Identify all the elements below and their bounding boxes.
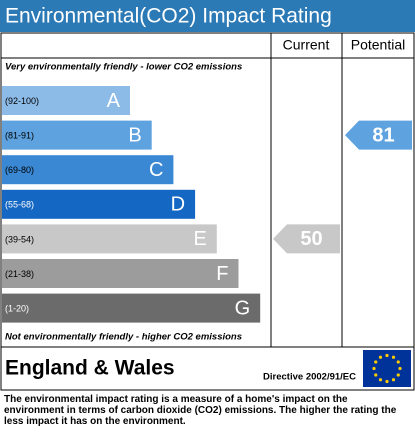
band-letter: A xyxy=(107,90,121,112)
eu-star xyxy=(374,373,378,377)
eu-star xyxy=(378,378,383,382)
band-bar xyxy=(2,155,174,185)
band-letter: D xyxy=(171,194,185,216)
band-letter: G xyxy=(235,297,251,319)
band-bar xyxy=(2,120,152,150)
band-letter: B xyxy=(128,124,141,146)
eu-star xyxy=(391,378,396,382)
eu-star xyxy=(396,373,400,377)
band-range: (69-80) xyxy=(5,165,34,175)
current-value: 50 xyxy=(300,228,322,250)
band-bar xyxy=(2,189,196,219)
description: The environmental impact rating is a mea… xyxy=(4,394,397,427)
band-range: (39-54) xyxy=(5,234,34,244)
band-letter: F xyxy=(216,263,228,285)
band-bar xyxy=(2,86,130,115)
eu-star xyxy=(398,366,402,371)
directive: Directive 2002/91/EC xyxy=(263,372,356,383)
eu-star xyxy=(378,355,383,359)
top-note: Very environmentally friendly - lower CO… xyxy=(5,62,242,73)
eu-star xyxy=(372,366,376,371)
title-bar xyxy=(0,0,415,32)
band-letter: C xyxy=(149,159,163,181)
band-range: (21-38) xyxy=(5,269,34,279)
region: England & Wales xyxy=(5,357,175,380)
potential-header: Potential xyxy=(351,37,405,53)
eu-star xyxy=(396,360,400,364)
band-letter: E xyxy=(193,228,206,250)
eu-star xyxy=(385,353,389,358)
current-header: Current xyxy=(283,37,330,53)
eu-stars xyxy=(372,353,402,384)
bottom-note: Not environmentally friendly - higher CO… xyxy=(5,332,242,343)
footer-border xyxy=(0,346,415,391)
band-range: (55-68) xyxy=(5,200,34,210)
eu-star xyxy=(374,360,378,364)
band-bar xyxy=(2,259,239,288)
band-bar xyxy=(2,293,261,323)
band-range: (92-100) xyxy=(5,96,39,106)
eu-star xyxy=(385,379,389,384)
current-arrow xyxy=(273,224,340,254)
rating-graphic: Environmental(CO2) Impact Rating Current… xyxy=(0,0,415,391)
band-range: (1-20) xyxy=(5,303,29,313)
eu-star xyxy=(391,355,396,359)
band-range: (81-91) xyxy=(5,130,34,140)
potential-arrow xyxy=(345,120,412,150)
band-bar xyxy=(2,224,217,254)
potential-value: 81 xyxy=(372,124,394,146)
title: Environmental(CO2) Impact Rating xyxy=(5,5,332,28)
